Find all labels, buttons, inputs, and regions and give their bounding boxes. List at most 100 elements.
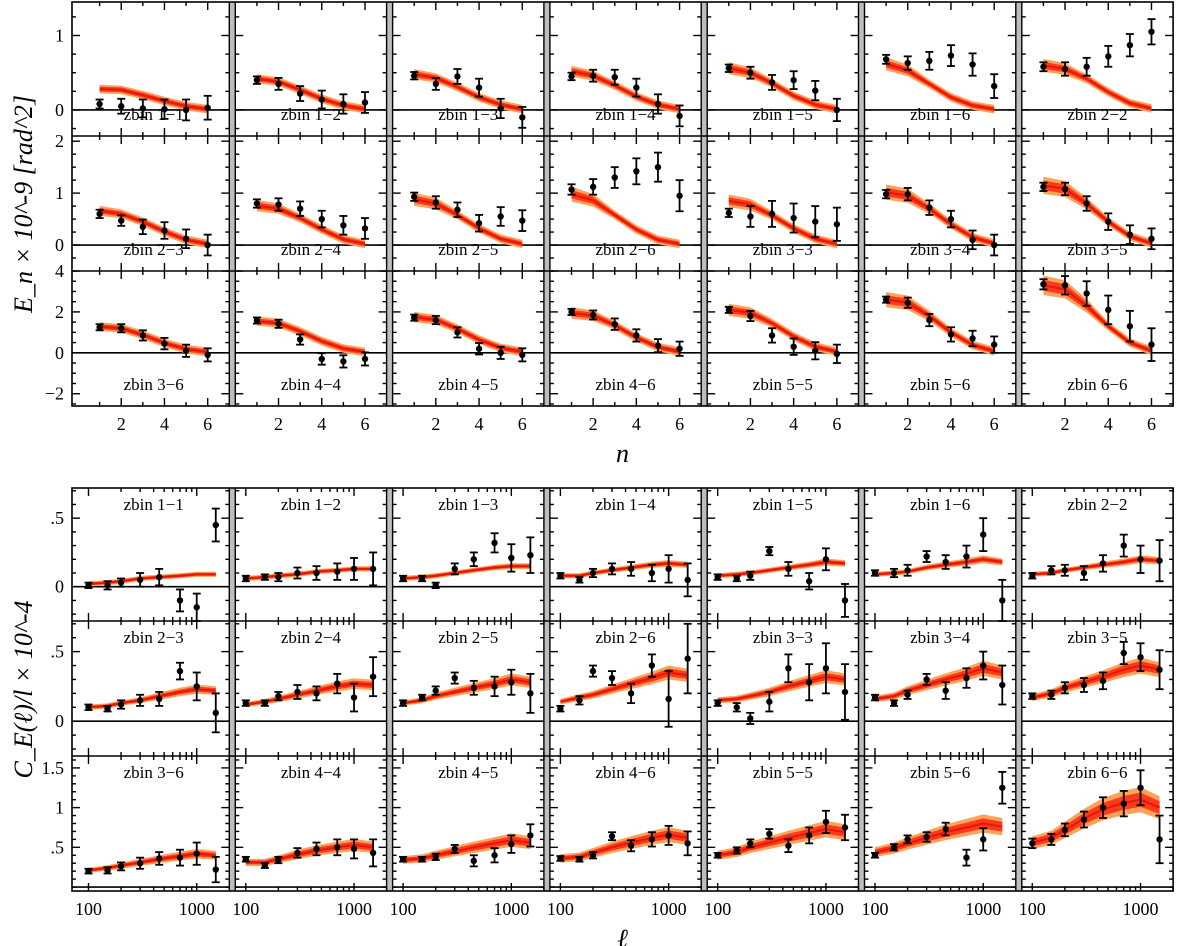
data-point xyxy=(182,235,190,243)
x-tick-label: 1000 xyxy=(965,899,1001,919)
panel: zbin 1−6 xyxy=(864,2,1016,136)
x-axis-label: ℓ xyxy=(617,924,628,946)
data-point xyxy=(275,573,282,581)
data-point xyxy=(1029,692,1036,700)
panel: zbin 2−3 xyxy=(72,621,231,756)
data-point xyxy=(980,662,987,669)
data-point xyxy=(350,565,358,573)
y-tick-label: 0 xyxy=(55,100,64,120)
panel-label: zbin 3−4 xyxy=(910,628,971,647)
panel-label: zbin 1−1 xyxy=(124,495,184,514)
data-point xyxy=(999,681,1006,689)
data-point xyxy=(785,665,792,672)
panel-label: zbin 4−5 xyxy=(438,763,498,782)
x-tick-label: 6 xyxy=(518,414,527,434)
data-point xyxy=(969,335,976,342)
data-point xyxy=(193,604,200,611)
data-point xyxy=(1080,569,1088,577)
x-tick-label: 6 xyxy=(675,414,684,434)
data-point xyxy=(475,220,483,227)
panel: zbin 1−5 xyxy=(707,488,860,621)
data-point xyxy=(519,114,526,121)
data-point xyxy=(969,236,976,244)
y-tick-label: −2 xyxy=(45,384,64,404)
data-point xyxy=(1148,235,1155,243)
data-point xyxy=(418,694,426,701)
data-point xyxy=(432,316,440,324)
data-point xyxy=(1061,684,1069,692)
data-point xyxy=(589,311,597,319)
panel-label: zbin 3−3 xyxy=(753,628,813,647)
panel-label: zbin 1−4 xyxy=(595,105,656,124)
data-point xyxy=(253,200,261,207)
panel: zbin 6−6 xyxy=(1021,270,1174,406)
x-tick-label: 4 xyxy=(1104,414,1113,434)
panel: zbin 4−4 xyxy=(235,756,388,891)
data-point xyxy=(155,695,163,703)
data-point xyxy=(275,80,282,88)
panel: zbin 3−4 xyxy=(864,621,1017,756)
data-point xyxy=(411,72,418,79)
panel-label: zbin 3−6 xyxy=(124,375,184,394)
en-panel-grid: zbin 1−1 zbin 1−2 zbin 1−3 zbin 1−4 zbin 1−5… xyxy=(9,1,1174,468)
x-tick-label: 1000 xyxy=(808,899,844,919)
data-point xyxy=(1137,556,1144,563)
data-point xyxy=(589,667,597,675)
x-tick-label: 100 xyxy=(704,899,731,919)
x-tick-label: 4 xyxy=(946,414,955,434)
data-point xyxy=(1148,341,1155,348)
panel-label: zbin 1−5 xyxy=(753,495,813,514)
data-point xyxy=(361,225,369,232)
data-point xyxy=(418,856,426,863)
panel-label: zbin 1−6 xyxy=(910,105,970,124)
panel-label: zbin 6−6 xyxy=(1067,763,1127,782)
data-point xyxy=(714,852,721,859)
panel-label: zbin 6−6 xyxy=(1067,375,1127,394)
panel: zbin 1−2 xyxy=(235,488,388,621)
data-point xyxy=(747,69,754,76)
panel: zbin 2−2 xyxy=(1021,488,1174,621)
column-separator xyxy=(858,2,865,406)
data-point xyxy=(665,565,672,573)
panel-label: zbin 1−3 xyxy=(438,495,498,514)
panel-label: zbin 1−6 xyxy=(910,495,970,514)
data-point xyxy=(261,699,269,707)
data-point xyxy=(733,847,740,854)
data-point xyxy=(193,683,200,690)
column-separator xyxy=(701,488,708,891)
data-point xyxy=(633,84,640,91)
data-point xyxy=(176,597,184,604)
data-point xyxy=(470,684,477,692)
data-point xyxy=(942,558,949,566)
panel-label: zbin 2−4 xyxy=(281,628,342,647)
data-point xyxy=(432,853,439,861)
model-line xyxy=(1043,284,1152,352)
data-point xyxy=(527,690,534,697)
panel-label: zbin 2−3 xyxy=(124,240,184,259)
data-point xyxy=(1105,53,1112,60)
column-separator xyxy=(543,2,550,406)
data-point xyxy=(833,106,841,114)
data-point xyxy=(508,679,515,686)
panel: zbin 3−5 xyxy=(1021,136,1174,272)
data-point xyxy=(318,355,325,363)
panel-label: zbin 3−6 xyxy=(124,763,184,782)
panel: zbin 5−6 xyxy=(864,270,1016,406)
data-point xyxy=(296,336,304,343)
data-point xyxy=(785,565,792,573)
x-tick-label: 4 xyxy=(160,414,169,434)
data-point xyxy=(648,662,656,669)
data-point xyxy=(904,567,911,574)
data-point xyxy=(747,312,754,320)
data-point xyxy=(576,697,583,704)
panel: zbin 2−6 xyxy=(549,621,702,756)
data-point xyxy=(608,674,616,682)
data-point xyxy=(470,556,477,563)
data-point xyxy=(576,576,583,584)
panel-label: zbin 5−5 xyxy=(753,375,813,394)
model-line xyxy=(414,316,523,353)
data-point xyxy=(1120,800,1127,807)
data-point xyxy=(589,852,597,859)
data-point xyxy=(118,325,125,332)
data-point xyxy=(714,699,721,707)
